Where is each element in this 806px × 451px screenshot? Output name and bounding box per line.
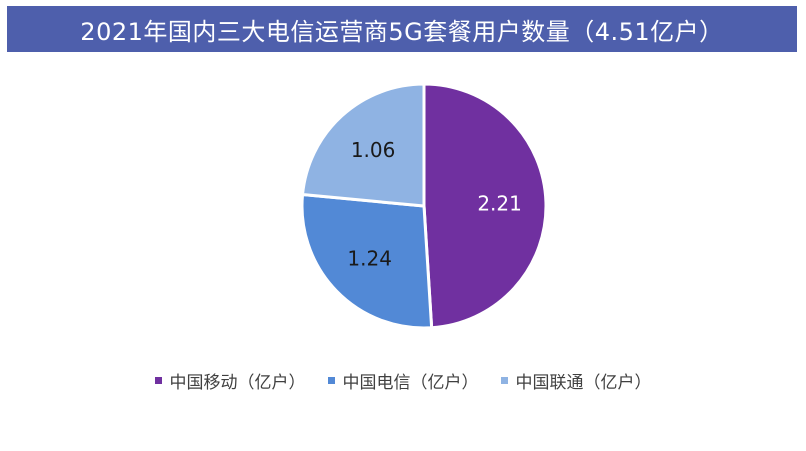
legend-swatch-3 (500, 376, 508, 384)
legend-label-3: 中国联通（亿户） (515, 372, 652, 393)
pie-slice-3 (301, 82, 426, 208)
legend-swatch-1 (154, 376, 162, 384)
legend-item-1: 中国移动（亿户） (154, 368, 306, 393)
legend-label-2: 中国电信（亿户） (342, 372, 479, 393)
pie-data-label-3: 1.06 (351, 138, 396, 162)
pie-data-label-1: 2.21 (477, 192, 522, 216)
chart-title: 2021年国内三大电信运营商5G套餐用户数量（4.51亿户） (80, 17, 724, 46)
legend-label-1: 中国移动（亿户） (169, 372, 306, 393)
legend-item-2: 中国电信（亿户） (327, 368, 479, 393)
pie-data-label-2: 1.24 (347, 247, 392, 271)
legend-swatch-2 (327, 376, 335, 384)
chart-legend: 中国移动（亿户） 中国电信（亿户） 中国联通（亿户） (0, 366, 806, 394)
chart-title-bar: 2021年国内三大电信运营商5G套餐用户数量（4.51亿户） (7, 6, 797, 52)
pie-slice-1 (422, 82, 548, 330)
legend-item-3: 中国联通（亿户） (500, 368, 652, 393)
pie-slice-2 (300, 193, 434, 330)
